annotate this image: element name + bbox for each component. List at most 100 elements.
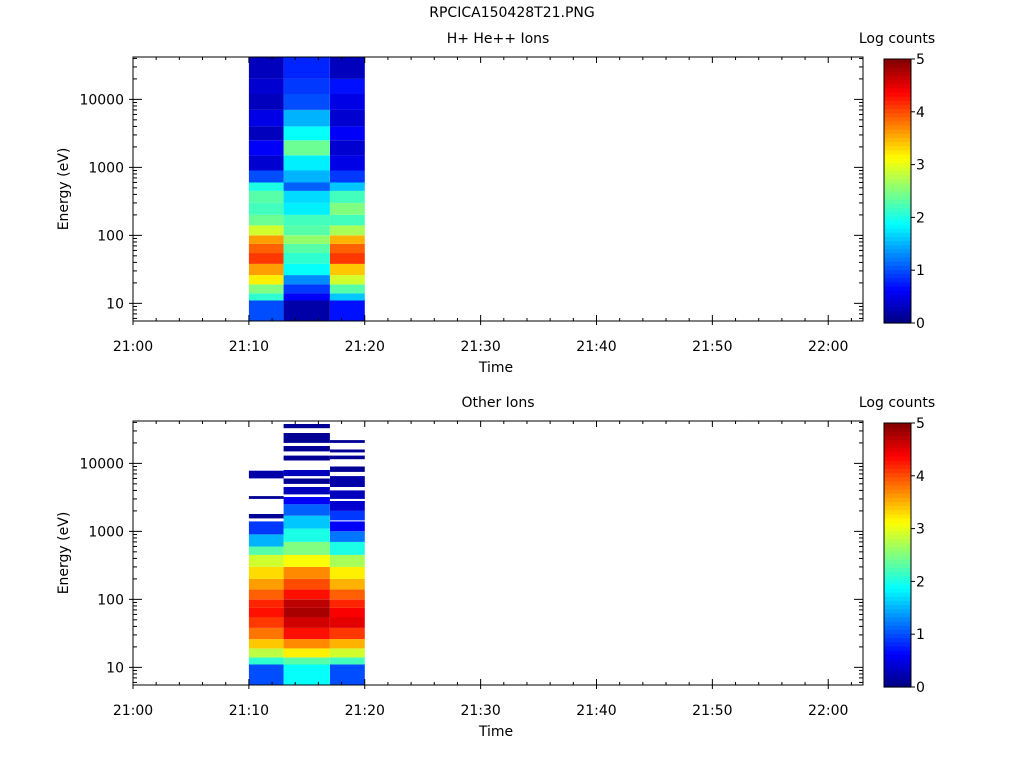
- colorbar-swatch: [884, 129, 911, 134]
- colorbar-swatch: [884, 310, 911, 316]
- colorbar-swatch: [884, 240, 911, 246]
- heatmap-cell: [248, 170, 284, 183]
- colorbar-tick-label: 2: [916, 574, 925, 590]
- heatmap-cell: [283, 566, 330, 579]
- colorbar-tick-label: 5: [916, 52, 925, 68]
- colorbar-swatch: [884, 670, 911, 676]
- y-tick-label: 10000: [79, 456, 124, 472]
- heatmap-cell: [283, 470, 330, 477]
- heatmap-cell: [283, 487, 330, 495]
- heatmap-cell: [248, 514, 284, 519]
- heatmap-cell: [248, 617, 284, 628]
- colorbar-swatch: [884, 100, 911, 105]
- heatmap-cell: [248, 589, 284, 600]
- colorbar-swatch: [884, 96, 911, 101]
- colorbar-swatch: [884, 567, 911, 573]
- colorbar-swatch: [884, 427, 911, 432]
- heatmap-cell: [330, 639, 365, 649]
- heatmap-cell: [248, 202, 284, 215]
- heatmap-cell: [283, 140, 330, 156]
- heatmap-cell: [283, 300, 330, 321]
- heatmap-cell: [248, 607, 284, 618]
- heatmap-cell: [330, 190, 365, 203]
- colorbar-swatch: [884, 281, 911, 287]
- x-tick-label: 21:40: [576, 703, 616, 719]
- heatmap-cell: [330, 476, 365, 487]
- colorbar-swatch: [884, 612, 911, 618]
- heatmap-cell: [330, 617, 365, 628]
- heatmap-cell: [330, 554, 365, 567]
- panel-title: Other Ions: [461, 395, 534, 411]
- colorbar-swatch: [884, 104, 911, 110]
- colorbar-swatch: [884, 265, 911, 270]
- heatmap-cell: [248, 648, 284, 658]
- colorbar-swatch: [884, 306, 911, 312]
- heatmap-cell: [283, 57, 330, 79]
- colorbar-tick-label: 4: [916, 105, 925, 121]
- heatmap-cell: [283, 648, 330, 658]
- colorbar-swatch: [884, 248, 911, 254]
- x-tick-label: 21:20: [345, 703, 385, 719]
- colorbar-swatch: [884, 116, 911, 122]
- colorbar-swatch: [884, 629, 911, 634]
- colorbar-tick-label: 1: [916, 627, 925, 643]
- colorbar-swatch: [884, 468, 911, 474]
- colorbar-frame: [883, 422, 912, 688]
- y-tick-label: 1000: [88, 524, 124, 540]
- heatmap-cell: [283, 235, 330, 244]
- colorbar-swatch: [884, 215, 911, 221]
- colorbar-swatch: [884, 616, 911, 622]
- colorbar-swatch: [884, 232, 911, 237]
- y-tick-label: 10000: [79, 92, 124, 108]
- colorbar-swatch: [884, 621, 911, 626]
- heatmap-cell: [248, 253, 284, 264]
- colorbar-tick-label: 2: [916, 210, 925, 226]
- colorbar-swatch: [884, 162, 911, 167]
- y-tick-label: 10: [106, 660, 124, 676]
- panel-other-ions: 21:00 21:10 21:20 21:30 21:40 21:50 22:00 Time 1…: [56, 395, 935, 740]
- x-tick-label: 21:00: [113, 339, 153, 355]
- colorbar-tick-label: 4: [916, 469, 925, 485]
- colorbar-swatch: [884, 75, 911, 81]
- heatmap-cell: [248, 78, 284, 94]
- colorbar-swatch: [884, 63, 911, 68]
- colorbar-swatch: [884, 133, 911, 138]
- x-axis: 21:00 21:10 21:20 21:30 21:40 21:50 22:00 Time: [113, 57, 852, 376]
- heatmap-cell: [283, 578, 330, 590]
- heatmap-cell: [330, 455, 365, 460]
- colorbar-swatch: [884, 451, 911, 457]
- heatmap-cell: [248, 566, 284, 579]
- colorbar-swatch: [884, 236, 911, 242]
- colorbar-swatch: [884, 435, 911, 441]
- heatmap-cell: [330, 531, 365, 542]
- colorbar-swatch: [884, 608, 911, 614]
- colorbar-swatch: [884, 588, 911, 593]
- colorbar-swatch: [884, 592, 911, 597]
- heatmap-cell: [330, 627, 365, 640]
- colorbar-swatch: [884, 141, 911, 147]
- heatmap-cell: [248, 496, 284, 499]
- colorbar-swatch: [884, 641, 911, 647]
- x-axis-label: Time: [478, 724, 513, 740]
- heatmap-cell: [248, 214, 284, 226]
- x-tick-label: 21:30: [460, 339, 500, 355]
- heatmap-cell: [330, 449, 365, 453]
- heatmap-cell: [283, 190, 330, 203]
- heatmap-cell: [248, 534, 284, 547]
- colorbar-swatch: [884, 92, 911, 97]
- heatmap-cell: [283, 214, 330, 226]
- y-tick-label: 1000: [88, 160, 124, 176]
- heatmap-cell: [330, 263, 365, 276]
- y-tick-label: 100: [97, 592, 124, 608]
- colorbar-swatch: [884, 83, 911, 89]
- heatmap-cell: [330, 140, 365, 156]
- colorbar-swatch: [884, 261, 911, 266]
- heatmap-cell: [330, 182, 365, 191]
- heatmap-cell: [283, 657, 330, 665]
- heatmap-cell: [283, 155, 330, 171]
- x-tick-label: 22:00: [808, 339, 848, 355]
- heatmap-cell: [248, 284, 284, 294]
- heatmap-cell: [330, 440, 365, 443]
- heatmap-cell: [330, 155, 365, 171]
